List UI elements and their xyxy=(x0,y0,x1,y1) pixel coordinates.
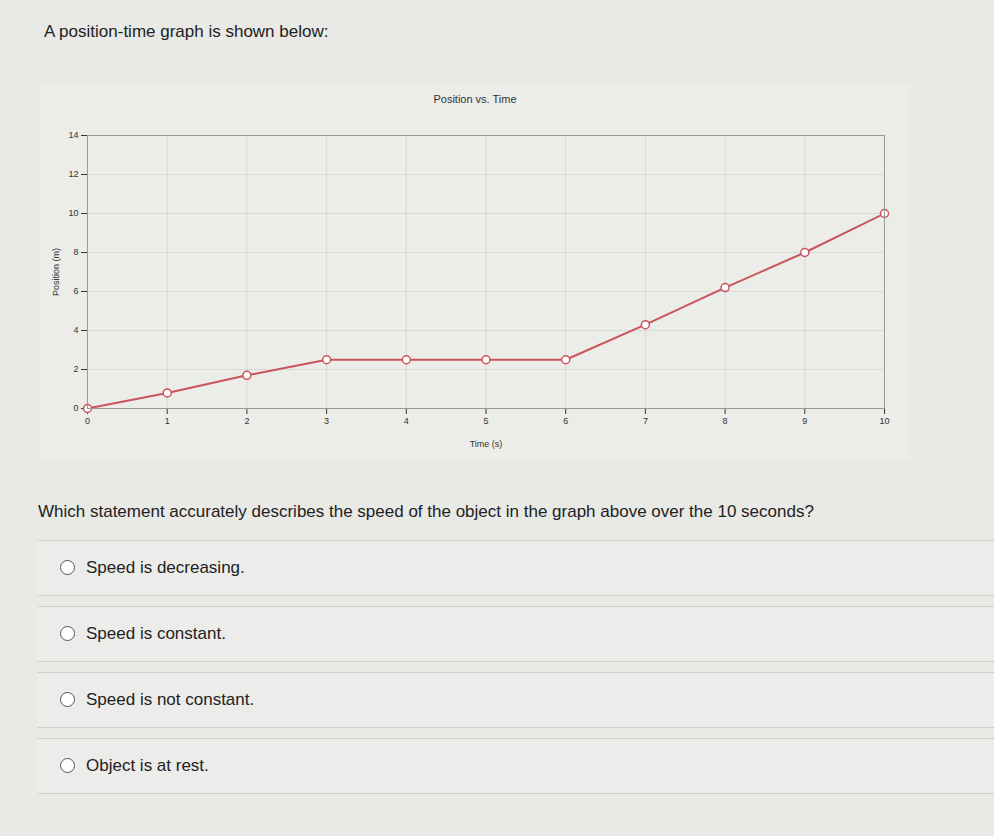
svg-text:Position (m): Position (m) xyxy=(51,248,61,296)
svg-text:6: 6 xyxy=(73,286,78,296)
svg-text:14: 14 xyxy=(68,130,78,140)
svg-text:2: 2 xyxy=(244,416,249,426)
svg-text:8: 8 xyxy=(73,247,78,257)
html-text:Which statement accurately des: Which statement accurately describes the… xyxy=(38,502,814,521)
html-text:Position vs. Time: Position vs. Time xyxy=(433,93,517,105)
html-text:Speed is not constant.: Speed is not constant. xyxy=(86,690,255,709)
html-text:Object is at rest.: Object is at rest. xyxy=(86,756,209,775)
svg-text:1: 1 xyxy=(165,416,170,426)
svg-text:12: 12 xyxy=(68,169,78,179)
svg-text:4: 4 xyxy=(404,416,409,426)
svg-text:8: 8 xyxy=(723,416,728,426)
svg-text:10: 10 xyxy=(879,416,889,426)
svg-text:0: 0 xyxy=(85,416,90,426)
svg-text:9: 9 xyxy=(802,416,807,426)
svg-text:5: 5 xyxy=(483,416,488,426)
html-text:Speed is constant.: Speed is constant. xyxy=(86,624,226,643)
svg-text:7: 7 xyxy=(643,416,648,426)
html-text:A position-time graph is shown: A position-time graph is shown below: xyxy=(44,22,329,41)
html-text:Speed is decreasing.: Speed is decreasing. xyxy=(86,558,245,577)
svg-text:2: 2 xyxy=(73,364,78,374)
svg-text:4: 4 xyxy=(73,325,78,335)
svg-text:Time (s): Time (s) xyxy=(470,439,503,449)
svg-text:10: 10 xyxy=(68,208,78,218)
svg-text:3: 3 xyxy=(324,416,329,426)
svg-text:6: 6 xyxy=(563,416,568,426)
svg-text:0: 0 xyxy=(73,403,78,413)
